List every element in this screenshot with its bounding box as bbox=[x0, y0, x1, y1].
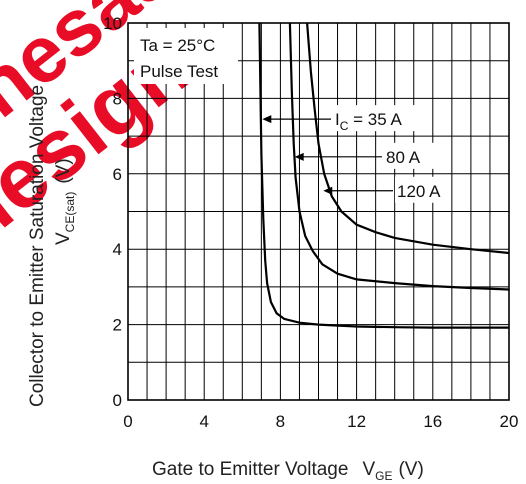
y-tick-labels: 0 2 4 6 8 10 bbox=[103, 14, 122, 410]
y-axis-title-line2: VCE(sat) (V) bbox=[53, 158, 77, 245]
series-arrowhead-2 bbox=[294, 152, 304, 161]
x-tick-label: 20 bbox=[500, 412, 519, 431]
x-axis-symbol-sub: GE bbox=[375, 469, 392, 483]
y-axis-title-line1: Collector to Emitter Saturation Voltage bbox=[27, 85, 48, 407]
x-axis-title: Gate to Emitter Voltage VGE (V) bbox=[152, 459, 424, 483]
y-tick-label: 8 bbox=[113, 89, 122, 108]
x-axis-title-text: Gate to Emitter Voltage bbox=[152, 459, 348, 480]
y-axis-symbol: V bbox=[53, 232, 74, 245]
x-tick-label: 16 bbox=[423, 412, 442, 431]
curves bbox=[258, 22, 510, 329]
grid bbox=[128, 23, 509, 400]
conditions-box bbox=[134, 28, 238, 84]
x-tick-label: 0 bbox=[123, 412, 132, 431]
series-label-1: IC = 35 A bbox=[335, 110, 402, 133]
series-label-bg-3 bbox=[395, 176, 451, 203]
y-axis-symbol-sub: CE(sat) bbox=[63, 192, 77, 233]
x-tick-label: 8 bbox=[276, 412, 285, 431]
series-line-2 bbox=[288, 22, 510, 291]
y-tick-label: 6 bbox=[113, 165, 122, 184]
series-line-1 bbox=[258, 22, 509, 329]
series-arrowhead-1 bbox=[262, 115, 272, 124]
x-tick-label: 4 bbox=[199, 412, 208, 431]
y-tick-label: 10 bbox=[103, 14, 122, 33]
x-axis-unit: (V) bbox=[398, 459, 423, 480]
series-labels: IC = 35 A 80 A 120 A bbox=[262, 105, 451, 203]
series-arrowhead-3 bbox=[323, 186, 333, 195]
condition-test: Pulse Test bbox=[140, 62, 218, 81]
x-tick-label: 12 bbox=[347, 412, 366, 431]
y-tick-label: 4 bbox=[113, 240, 122, 259]
condition-temperature: Ta = 25°C bbox=[140, 36, 215, 55]
series-label-3: 120 A bbox=[397, 182, 441, 201]
y-axis-unit: (V) bbox=[53, 158, 74, 183]
plot-frame bbox=[127, 22, 510, 401]
series-label-bg-2 bbox=[384, 142, 440, 169]
x-tick-labels: 0 4 8 12 16 20 bbox=[123, 412, 518, 431]
x-axis-symbol: V bbox=[362, 459, 375, 480]
y-tick-label: 0 bbox=[113, 391, 122, 410]
y-tick-label: 2 bbox=[113, 316, 122, 335]
series-label-2: 80 A bbox=[386, 148, 421, 167]
series-label-bg-1 bbox=[333, 105, 425, 132]
series-line-3 bbox=[306, 22, 510, 255]
